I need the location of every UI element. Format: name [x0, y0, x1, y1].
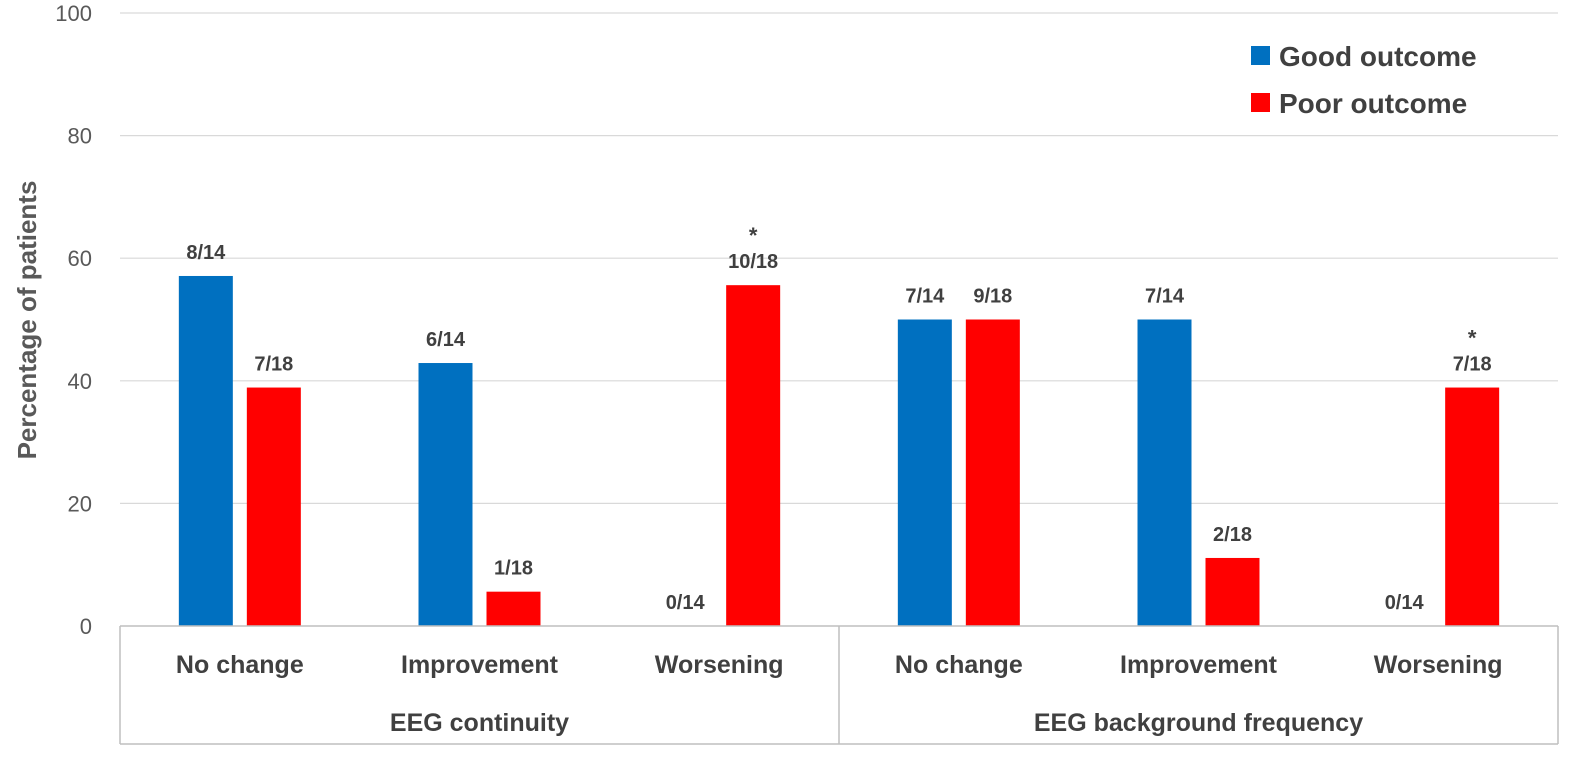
bar-good-outcome — [1137, 319, 1192, 626]
bar-poor-outcome — [726, 285, 781, 626]
data-labels: 8/14 6/14 0/14 7/14 7/14 0/14 7/18 1/18 10/18 * 9/… — [186, 223, 1491, 614]
y-tick-label: 40 — [68, 369, 92, 394]
y-tick-label: 20 — [68, 491, 92, 516]
y-tick-label: 80 — [68, 124, 92, 149]
legend: Good outcome Poor outcome — [1251, 41, 1477, 119]
y-axis-title: Percentage of patients — [12, 181, 42, 460]
y-tick-label: 100 — [55, 1, 92, 26]
bars — [178, 275, 1500, 626]
bar-good-outcome — [178, 275, 233, 626]
significance-marker: * — [1468, 326, 1477, 351]
data-label: 9/18 — [973, 286, 1012, 308]
bar-poor-outcome — [486, 591, 541, 626]
category-label: No change — [176, 651, 304, 679]
bar-poor-outcome — [1205, 557, 1260, 626]
data-label: 7/18 — [254, 354, 293, 376]
legend-label: Good outcome — [1279, 41, 1477, 72]
data-label: 8/14 — [186, 242, 226, 264]
legend-label: Poor outcome — [1279, 88, 1467, 119]
bar-poor-outcome — [1445, 387, 1500, 626]
bar-poor-outcome — [965, 319, 1020, 626]
category-label: Improvement — [1120, 651, 1278, 679]
category-label: Improvement — [401, 651, 559, 679]
bar-poor-outcome — [246, 387, 301, 626]
y-tick-label: 60 — [68, 246, 92, 271]
bar-good-outcome — [418, 363, 473, 626]
y-axis-ticks: 0 20 40 60 80 100 — [55, 1, 92, 639]
data-label: 7/14 — [1145, 286, 1185, 308]
legend-swatch — [1251, 46, 1270, 65]
data-label: 10/18 — [728, 251, 778, 273]
y-tick-label: 0 — [80, 614, 92, 639]
x-axis: No change Improvement Worsening No change Im… — [119, 625, 1559, 745]
data-label: 1/18 — [494, 558, 533, 580]
bar-good-outcome — [897, 319, 952, 626]
data-label: 0/14 — [666, 592, 706, 614]
group-label: EEG continuity — [390, 709, 569, 737]
category-label: Worsening — [655, 651, 784, 679]
data-label: 0/14 — [1385, 592, 1425, 614]
data-label: 2/18 — [1213, 524, 1252, 546]
category-label: Worsening — [1374, 651, 1503, 679]
gridlines — [120, 12, 1558, 504]
data-label: 7/18 — [1453, 354, 1492, 376]
data-label: 7/14 — [905, 286, 945, 308]
data-label: 6/14 — [426, 329, 466, 351]
group-label: EEG background frequency — [1034, 709, 1363, 737]
significance-marker: * — [749, 223, 758, 248]
legend-swatch — [1251, 93, 1270, 112]
category-label: No change — [895, 651, 1023, 679]
